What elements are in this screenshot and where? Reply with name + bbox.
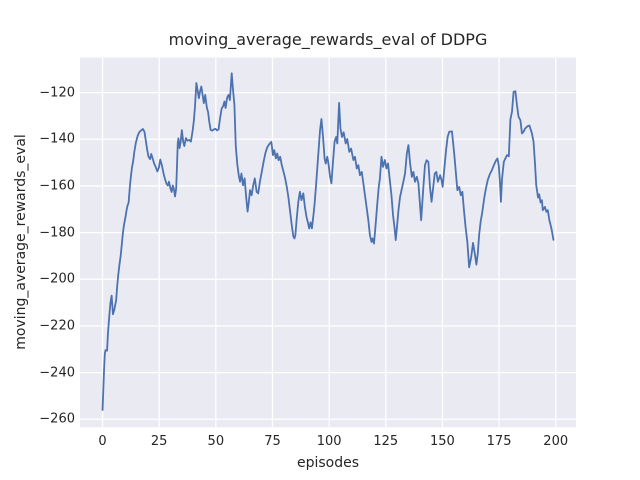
x-tick-label: 175 <box>486 434 512 450</box>
x-tick-label: 25 <box>150 434 168 450</box>
y-tick-label: −240 <box>39 365 75 381</box>
x-tick-label: 0 <box>98 434 107 450</box>
y-tick-label: −260 <box>39 411 75 427</box>
y-tick-label: −200 <box>39 271 75 287</box>
y-tick-label: −160 <box>39 178 75 194</box>
reward-line <box>101 72 555 411</box>
x-tick-label: 100 <box>316 434 342 450</box>
y-tick-label: −140 <box>39 131 75 147</box>
y-axis-label: moving_average_rewards_eval <box>13 134 29 350</box>
y-tick-label: −120 <box>39 85 75 101</box>
x-tick-label: 200 <box>543 434 569 450</box>
plot-area <box>80 57 576 428</box>
x-axis-label: episodes <box>296 455 360 471</box>
x-tick-label: 150 <box>430 434 455 450</box>
gridlines <box>80 57 576 428</box>
y-tick-label: −180 <box>39 225 75 241</box>
x-tick-label: 75 <box>264 434 281 450</box>
x-tick-label: 50 <box>207 434 225 450</box>
x-tick-label: 125 <box>373 434 399 450</box>
chart-title: moving_average_rewards_eval of DDPG <box>168 30 488 49</box>
y-tick-label: −220 <box>39 318 75 334</box>
